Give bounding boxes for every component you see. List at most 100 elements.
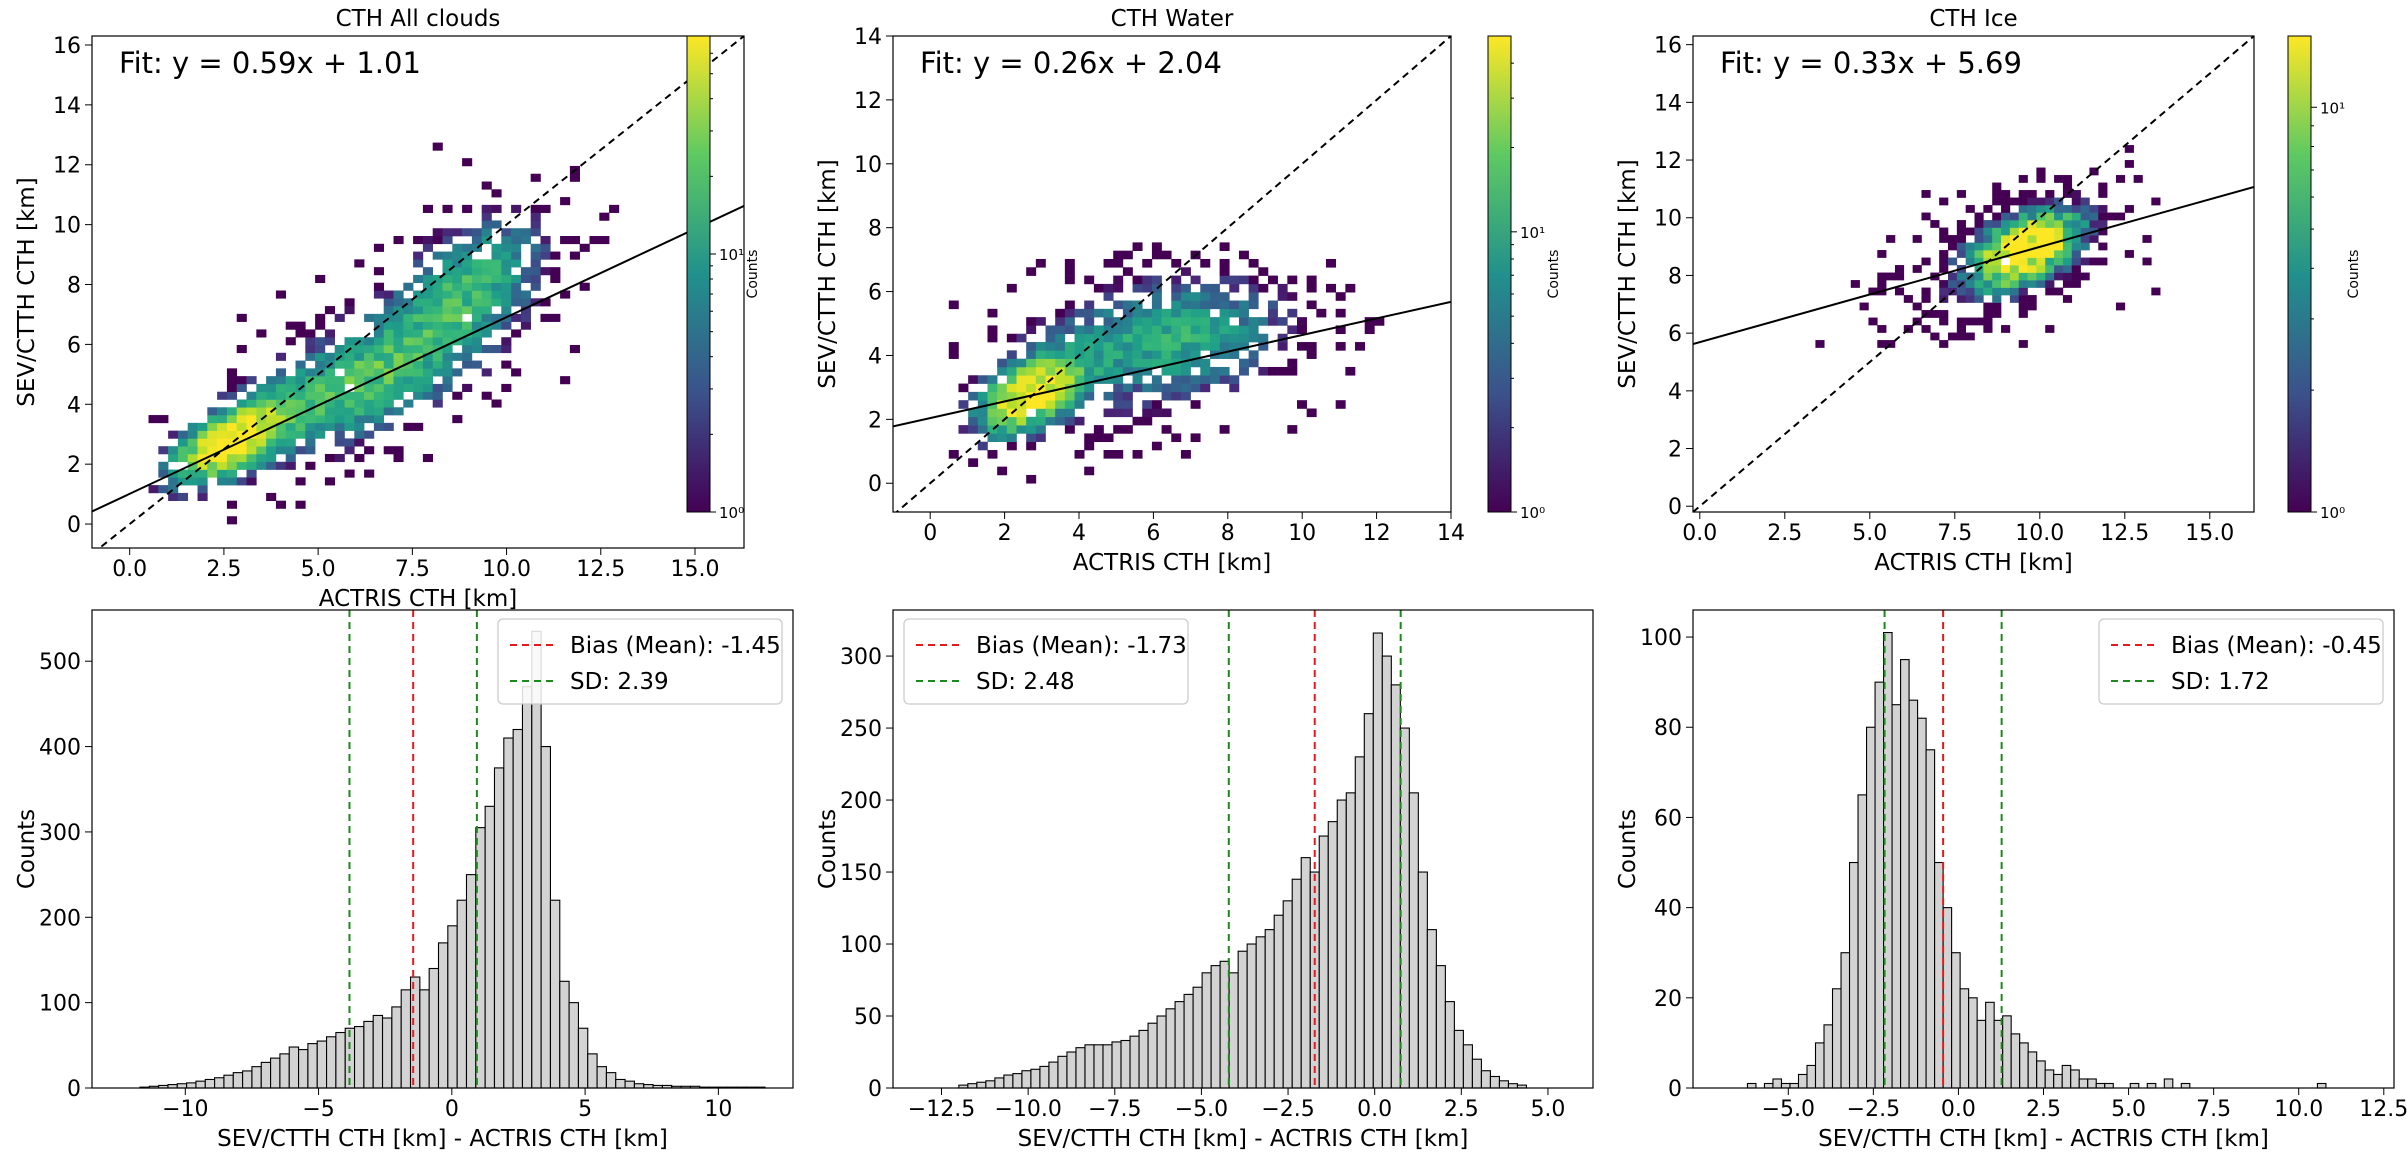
heatmap-cell [2054,272,2064,281]
heatmap-cell [1055,408,1066,418]
heatmap-cell [1974,242,1984,251]
heatmap-cell [1132,317,1143,326]
heatmap-cell [1200,283,1211,293]
histogram-bar [1831,988,1842,1089]
heatmap-cell [324,391,336,400]
heatmap-cell [1190,400,1201,409]
heatmap-cell [2009,280,2020,288]
histogram-bar [2019,1042,2029,1089]
heatmap-cell [305,422,316,431]
heatmap-cell [1306,408,1317,418]
heatmap-cell [226,453,238,463]
heatmap-cell [609,204,620,213]
heatmap-cell [1142,400,1153,409]
heatmap-cell [1122,383,1133,393]
heatmap-cell [1992,242,2002,251]
heatmap-cell [403,376,414,385]
heatmap-cell [1084,466,1095,476]
heatmap-cell [1921,190,1931,198]
heatmap-cell [236,344,247,354]
heatmap-cell [1258,317,1269,326]
histogram-bar [976,1081,987,1089]
plot-frame [892,35,1452,513]
heatmap-cell [1064,408,1075,418]
histogram-bar [2095,1082,2106,1089]
colorbar-gradient [686,35,711,513]
heatmap-cell [226,500,238,509]
heatmap-cell [1016,391,1027,401]
heatmap-cell [1151,342,1162,351]
heatmap-cell [471,313,482,322]
heatmap-cell [334,383,345,393]
heatmap-cell [1335,292,1346,301]
heatmap-cell [2001,235,2011,243]
heatmap-cell [2018,220,2028,228]
heatmap-cell [1287,292,1298,301]
heatmap-cell [217,391,228,400]
heatmap-cell [511,274,522,284]
heatmap-cell [1248,275,1259,285]
heatmap-cell [422,368,433,377]
histogram-bar [288,1046,300,1089]
heatmap-cell [1084,366,1095,376]
heatmap-cell [226,422,238,431]
heatmap-cell [1345,366,1356,376]
heatmap-cell [2062,190,2073,198]
heatmap-cell [266,453,277,463]
colorbar-tick-label: 10¹ [2320,99,2345,117]
heatmap-cell [413,391,424,400]
heatmap-cell [2045,287,2055,296]
heatmap-cell [1209,366,1220,376]
histogram-bar [1934,861,1944,1089]
histogram-bar [1453,1029,1464,1089]
heatmap-cell [2142,235,2152,243]
heatmap-cell [324,368,336,377]
heatmap-cell [1093,325,1104,335]
heatmap-cell [2054,175,2064,183]
heatmap-cell [1180,333,1191,343]
heatmap-cell [1026,350,1037,359]
x-tick-label: 7.5 [395,557,430,582]
heatmap-cell [236,430,247,439]
heatmap-cell [1939,287,1949,296]
heatmap-cell [324,477,336,486]
heatmap-cell [1074,450,1085,459]
heatmap-cell [1113,342,1124,351]
heatmap-cell [462,259,473,268]
heatmap-cell [462,321,473,330]
heatmap-cell [1983,227,1993,236]
heatmap-cell [1992,295,2002,303]
heatmap-cell [285,446,296,455]
heatmap-cell [2045,227,2055,236]
heatmap-cell [1084,317,1095,326]
heatmap-panel: 0.0 2.5 5.0 7.5 10.0 12.5 15.00246810121416ACT… [1615,6,2362,576]
heatmap-cell [1258,267,1269,276]
heatmap-cell [422,383,433,393]
histogram-bar [2316,1082,2327,1089]
plot-frame [91,609,794,1089]
heatmap-cell [948,342,959,351]
heatmap-cell [1055,383,1066,393]
heatmap-cell [315,352,326,361]
heatmap-cell [491,290,502,299]
heatmap-cell [987,450,998,459]
heatmap-cell [550,274,561,284]
x-tick-label: −10 [162,1097,208,1122]
heatmap-cell [275,461,287,470]
histogram-bar [1138,1029,1149,1089]
heatmap-cell [177,438,189,447]
heatmap-cell [1974,250,1984,258]
x-tick-label: 0.0 [1941,1097,1976,1122]
heatmap-cell [334,453,345,463]
y-tick-label: 40 [1654,897,1682,922]
heatmap-cell [2009,272,2020,281]
histogram-bar [1942,907,1953,1089]
heatmap-cell [1248,258,1259,268]
heatmap-cell [452,306,463,315]
heatmap-cell [1277,342,1288,351]
heatmap-cell [1026,267,1037,276]
heatmap-cell [491,399,502,408]
heatmap-cell [560,197,571,206]
heatmap-cell [226,368,238,377]
heatmap-cell [1171,342,1182,351]
